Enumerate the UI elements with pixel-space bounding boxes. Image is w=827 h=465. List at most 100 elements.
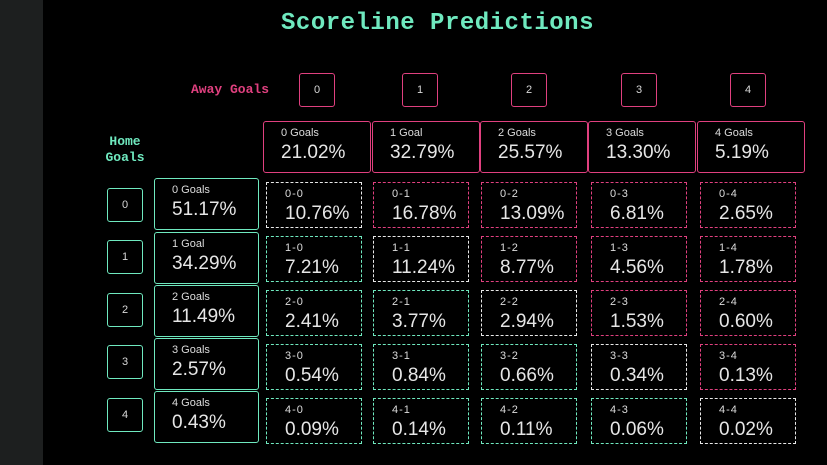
score-label: 1-0	[285, 242, 304, 254]
score-label: 0-0	[285, 188, 304, 200]
score-probability: 0.14%	[392, 419, 446, 440]
score-probability: 0.13%	[719, 365, 773, 386]
score-cell: 2-2 2.94%	[481, 290, 577, 336]
score-cell: 0-4 2.65%	[700, 182, 796, 228]
home-goals-label: Home Goals	[105, 134, 145, 165]
score-probability: 8.77%	[500, 257, 554, 278]
score-probability: 6.81%	[610, 203, 664, 224]
home-total-0: 0 Goals 51.17%	[154, 178, 259, 230]
score-cell: 1-1 11.24%	[373, 236, 469, 282]
away-total-0: 0 Goals 21.02%	[263, 121, 371, 173]
score-probability: 0.34%	[610, 365, 664, 386]
away-total-4: 4 Goals 5.19%	[697, 121, 805, 173]
score-cell: 1-0 7.21%	[266, 236, 362, 282]
score-label: 3-0	[285, 350, 304, 362]
score-probability: 2.41%	[285, 311, 339, 332]
score-probability: 7.21%	[285, 257, 339, 278]
score-probability: 0.60%	[719, 311, 773, 332]
score-probability: 0.66%	[500, 365, 554, 386]
away-total-label: 3 Goals	[606, 127, 644, 139]
score-label: 4-1	[392, 404, 411, 416]
score-probability: 0.84%	[392, 365, 446, 386]
away-total-value: 32.79%	[390, 142, 455, 163]
away-goals-index-2: 2	[511, 73, 547, 107]
score-label: 3-4	[719, 350, 738, 362]
home-goals-index-1: 1	[107, 240, 143, 274]
score-cell: 2-0 2.41%	[266, 290, 362, 336]
home-total-1: 1 Goal 34.29%	[154, 232, 259, 284]
sidebar-strip	[0, 0, 43, 465]
home-total-value: 11.49%	[172, 306, 236, 327]
score-probability: 4.56%	[610, 257, 664, 278]
home-total-4: 4 Goals 0.43%	[154, 391, 259, 443]
away-total-label: 4 Goals	[715, 127, 753, 139]
score-cell: 1-4 1.78%	[700, 236, 796, 282]
away-total-1: 1 Goal 32.79%	[372, 121, 480, 173]
home-total-3: 3 Goals 2.57%	[154, 338, 259, 390]
score-probability: 2.65%	[719, 203, 773, 224]
score-label: 0-3	[610, 188, 629, 200]
score-probability: 1.78%	[719, 257, 773, 278]
score-probability: 16.78%	[392, 203, 457, 224]
score-probability: 13.09%	[500, 203, 565, 224]
score-cell: 3-2 0.66%	[481, 344, 577, 390]
away-goals-index-1: 1	[402, 73, 438, 107]
home-total-value: 2.57%	[172, 359, 226, 380]
score-probability: 0.09%	[285, 419, 339, 440]
score-cell: 4-1 0.14%	[373, 398, 469, 444]
score-cell: 4-4 0.02%	[700, 398, 796, 444]
away-goals-index-3: 3	[621, 73, 657, 107]
score-label: 4-4	[719, 404, 738, 416]
score-label: 3-2	[500, 350, 519, 362]
score-label: 2-0	[285, 296, 304, 308]
score-cell: 2-1 3.77%	[373, 290, 469, 336]
score-cell: 4-2 0.11%	[481, 398, 577, 444]
score-label: 2-4	[719, 296, 738, 308]
score-cell: 3-1 0.84%	[373, 344, 469, 390]
away-goals-index-0: 0	[299, 73, 335, 107]
away-total-value: 13.30%	[606, 142, 671, 163]
score-cell: 0-1 16.78%	[373, 182, 469, 228]
home-goals-index-2: 2	[107, 293, 143, 327]
home-total-value: 34.29%	[172, 253, 237, 274]
home-total-label: 1 Goal	[172, 238, 205, 250]
away-total-3: 3 Goals 13.30%	[588, 121, 696, 173]
away-total-value: 25.57%	[498, 142, 563, 163]
away-total-label: 0 Goals	[281, 127, 319, 139]
score-probability: 1.53%	[610, 311, 664, 332]
home-goals-index-3: 3	[107, 345, 143, 379]
home-total-2: 2 Goals 11.49%	[154, 285, 259, 337]
score-probability: 0.54%	[285, 365, 339, 386]
score-cell: 0-0 10.76%	[266, 182, 362, 228]
score-label: 4-0	[285, 404, 304, 416]
score-cell: 4-3 0.06%	[591, 398, 687, 444]
home-goals-index-0: 0	[107, 188, 143, 222]
score-probability: 3.77%	[392, 311, 446, 332]
score-cell: 2-4 0.60%	[700, 290, 796, 336]
away-total-label: 1 Goal	[390, 127, 423, 139]
score-probability: 0.06%	[610, 419, 664, 440]
score-cell: 2-3 1.53%	[591, 290, 687, 336]
score-probability: 10.76%	[285, 203, 350, 224]
score-label: 3-1	[392, 350, 411, 362]
score-cell: 0-2 13.09%	[481, 182, 577, 228]
score-label: 2-3	[610, 296, 629, 308]
score-cell: 0-3 6.81%	[591, 182, 687, 228]
score-probability: 2.94%	[500, 311, 554, 332]
score-probability: 0.11%	[500, 419, 553, 440]
home-total-label: 4 Goals	[172, 397, 210, 409]
score-probability: 11.24%	[392, 257, 456, 278]
score-cell: 3-3 0.34%	[591, 344, 687, 390]
score-cell: 3-4 0.13%	[700, 344, 796, 390]
score-label: 3-3	[610, 350, 629, 362]
home-total-value: 0.43%	[172, 412, 226, 433]
away-total-value: 21.02%	[281, 142, 346, 163]
score-label: 0-1	[392, 188, 411, 200]
score-cell: 4-0 0.09%	[266, 398, 362, 444]
away-total-label: 2 Goals	[498, 127, 536, 139]
score-label: 2-1	[392, 296, 411, 308]
score-label: 2-2	[500, 296, 519, 308]
home-goals-index-4: 4	[107, 398, 143, 432]
score-label: 1-4	[719, 242, 738, 254]
score-cell: 3-0 0.54%	[266, 344, 362, 390]
